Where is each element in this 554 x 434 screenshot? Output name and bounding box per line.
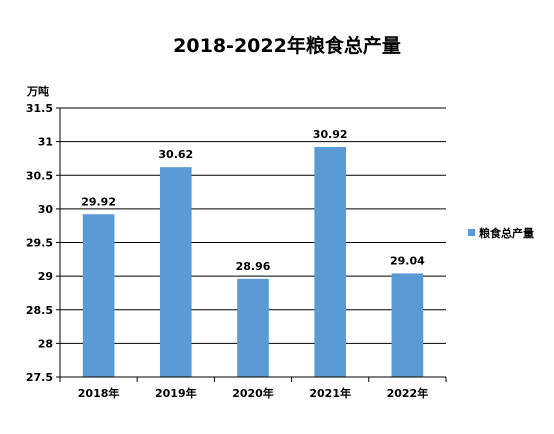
y-tick-label: 31.5 — [26, 102, 53, 115]
y-tick-label: 29 — [38, 270, 53, 283]
x-tick-label: 2022年 — [387, 386, 429, 400]
y-axis-unit-label: 万吨 — [26, 84, 49, 98]
bar — [391, 273, 424, 377]
x-tick-label: 2020年 — [232, 386, 274, 400]
x-tick-label: 2019年 — [155, 386, 197, 400]
chart-title: 2018-2022年粮食总产量 — [173, 34, 401, 57]
legend-label: 粮食总产量 — [479, 226, 534, 240]
bars — [82, 147, 424, 377]
gridlines — [60, 107, 446, 344]
data-label: 30.92 — [313, 128, 348, 141]
y-tick-label: 30.5 — [26, 169, 53, 182]
y-tick-label: 29.5 — [26, 237, 53, 250]
x-axis-ticks: 2018年 2019年 2020年 2021年 2022年 — [59, 377, 447, 400]
data-label: 29.92 — [81, 195, 116, 208]
y-tick-label: 28.5 — [26, 304, 53, 317]
y-axis-ticks: 27.5 28 28.5 29 29.5 30 30.5 31 31.5 — [26, 102, 60, 384]
x-tick-label: 2018年 — [78, 386, 120, 400]
data-label: 30.62 — [158, 148, 193, 161]
y-tick-label: 30 — [38, 203, 54, 216]
x-tick-label: 2021年 — [309, 386, 351, 400]
legend-swatch — [468, 229, 475, 236]
data-labels: 29.92 30.62 28.96 30.92 29.04 — [81, 128, 425, 273]
y-tick-label: 27.5 — [26, 371, 53, 384]
data-label: 29.04 — [390, 254, 425, 267]
y-tick-label: 31 — [38, 136, 53, 149]
data-label: 28.96 — [236, 260, 271, 273]
bar — [237, 278, 269, 377]
bar — [314, 147, 347, 377]
bar — [159, 167, 192, 377]
legend: 粮食总产量 — [468, 226, 534, 240]
y-tick-label: 28 — [38, 337, 53, 350]
bar — [82, 214, 115, 377]
